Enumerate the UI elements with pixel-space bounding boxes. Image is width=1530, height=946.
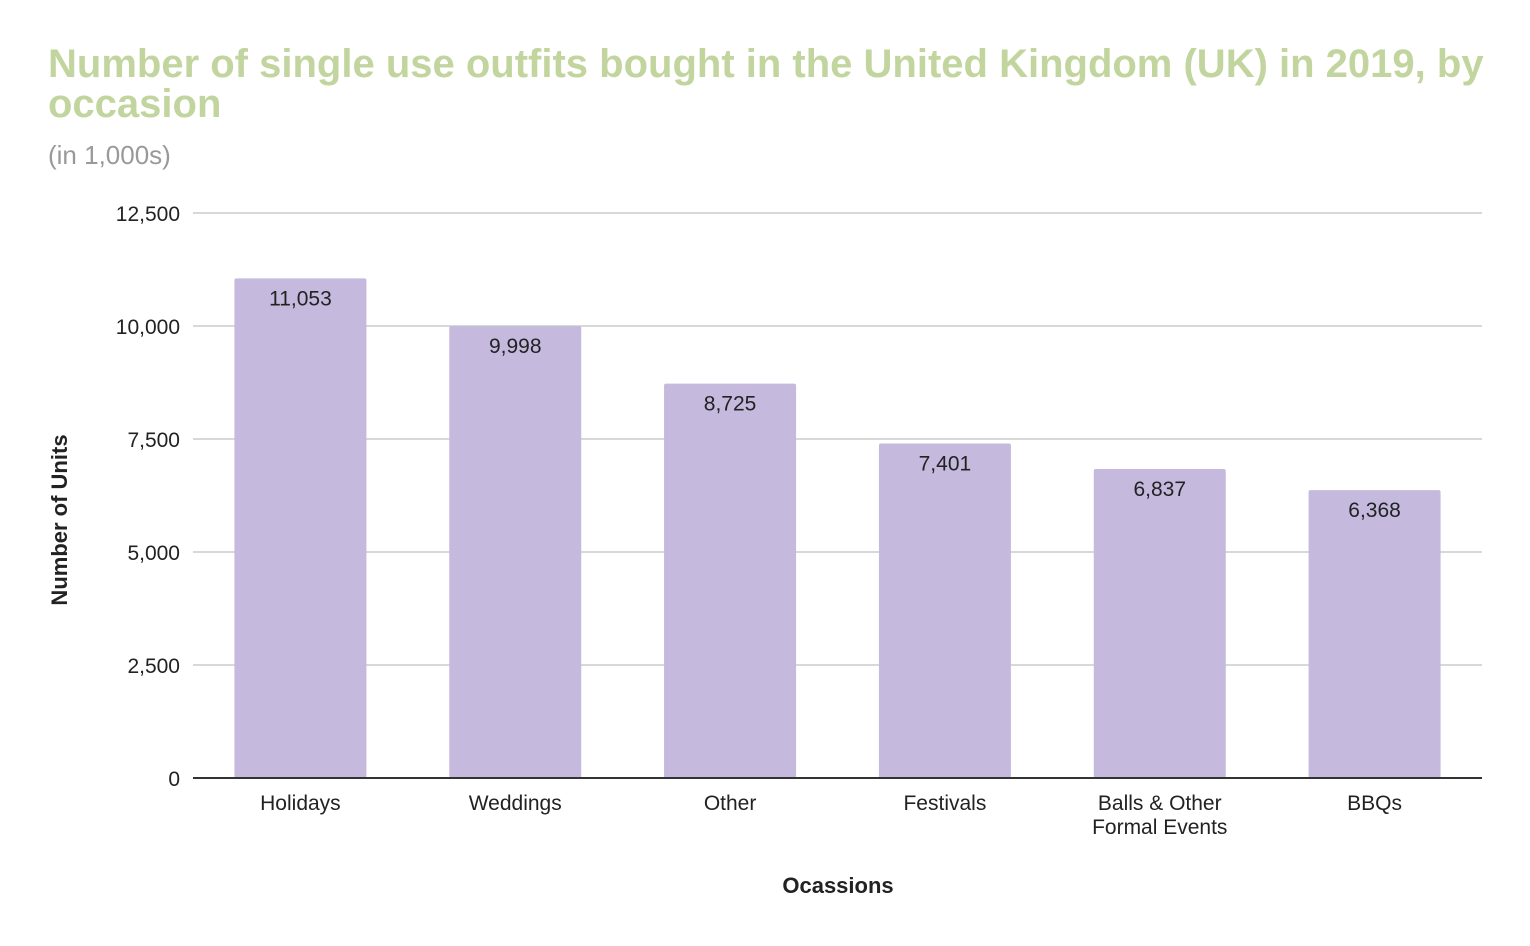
data-label: 11,053 bbox=[269, 287, 332, 310]
bar bbox=[449, 326, 582, 778]
y-axis-label: Number of Units bbox=[47, 434, 72, 605]
chart-subtitle: (in 1,000s) bbox=[48, 140, 171, 170]
data-label: 6,368 bbox=[1348, 499, 1401, 522]
bar bbox=[664, 383, 797, 778]
data-label: 7,401 bbox=[919, 452, 972, 475]
x-tick-label: Balls & Other bbox=[1098, 792, 1222, 815]
data-label: 6,837 bbox=[1133, 478, 1186, 501]
bars bbox=[234, 278, 1441, 778]
x-tick-label: Holidays bbox=[260, 792, 341, 815]
y-tick-labels: 0 2,500 5,000 7,500 10,000 12,500 bbox=[116, 203, 180, 791]
y-tick-label: 2,500 bbox=[127, 655, 180, 678]
bar bbox=[234, 278, 367, 778]
x-tick-labels: Holidays Weddings Other Festivals Balls & Ot… bbox=[260, 792, 1402, 839]
data-labels: 11,053 9,998 8,725 7,401 6,837 6,368 bbox=[269, 287, 1401, 522]
x-tick-label: BBQs bbox=[1347, 792, 1402, 815]
x-tick-label: Other bbox=[704, 792, 757, 815]
data-label: 9,998 bbox=[489, 335, 542, 358]
y-tick-label: 7,500 bbox=[127, 429, 180, 452]
gridlines bbox=[193, 212, 1482, 666]
bar bbox=[1093, 468, 1226, 778]
y-tick-label: 10,000 bbox=[116, 316, 180, 339]
x-tick-label: Festivals bbox=[903, 792, 986, 815]
chart-title: Number of single use outfits bought in t… bbox=[48, 42, 1484, 126]
x-axis-label: Ocassions bbox=[782, 873, 893, 898]
x-tick-label: Formal Events bbox=[1092, 816, 1227, 839]
data-label: 8,725 bbox=[704, 393, 757, 416]
y-tick-label: 5,000 bbox=[127, 542, 180, 565]
y-tick-label: 12,500 bbox=[116, 203, 180, 226]
y-tick-label: 0 bbox=[168, 768, 180, 791]
bar bbox=[1308, 490, 1441, 778]
bar bbox=[878, 443, 1011, 778]
x-tick-label: Weddings bbox=[469, 792, 562, 815]
